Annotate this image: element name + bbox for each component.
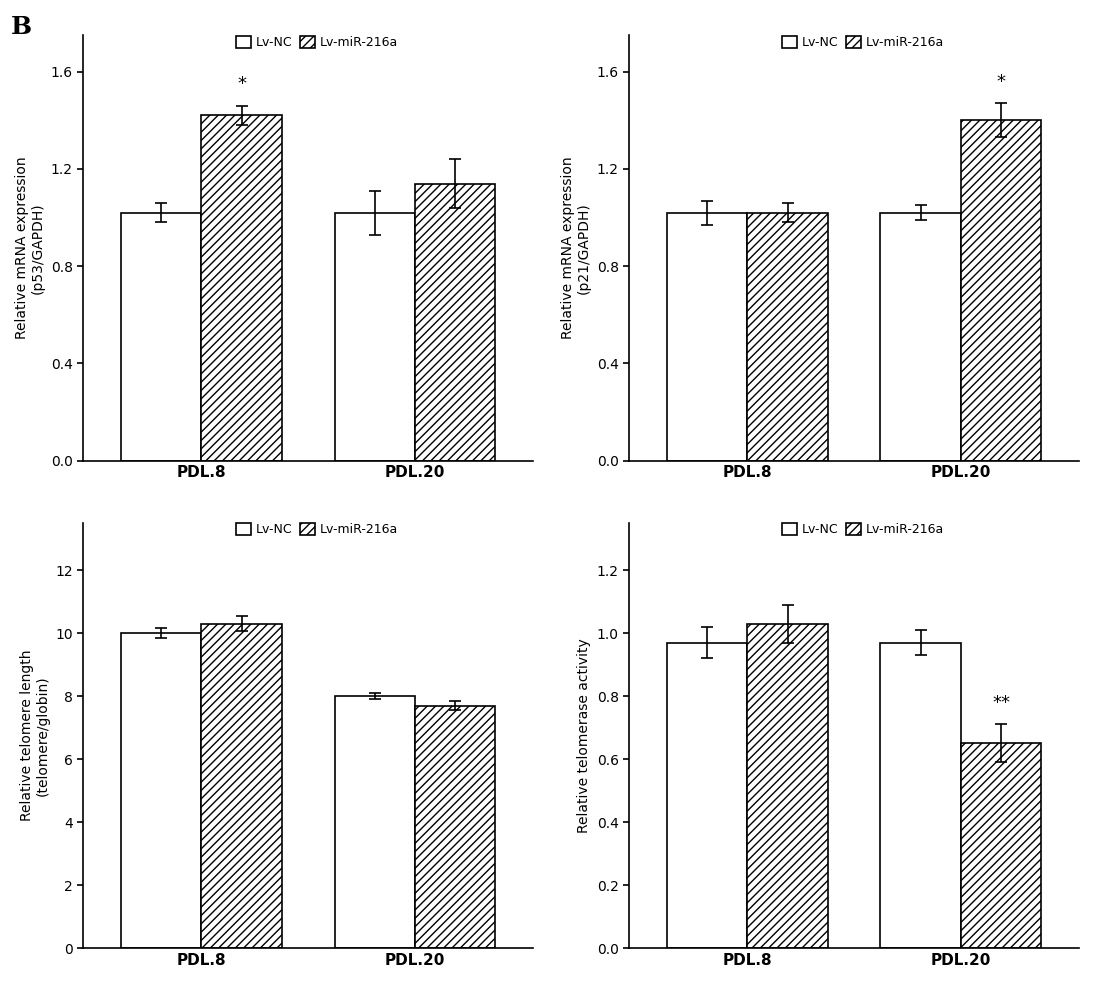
Bar xyxy=(667,212,747,461)
Bar xyxy=(335,212,415,461)
Y-axis label: Relative telomere length
(telomere/globin): Relative telomere length (telomere/globi… xyxy=(20,650,49,821)
Bar xyxy=(201,115,282,461)
Bar xyxy=(415,184,496,461)
Bar xyxy=(961,743,1041,949)
Bar xyxy=(201,623,282,949)
Legend: Lv-NC, Lv-miR-216a: Lv-NC, Lv-miR-216a xyxy=(233,33,400,51)
Bar xyxy=(881,643,961,949)
Bar xyxy=(961,120,1041,461)
Y-axis label: Relative mRNA expression
(p53/GAPDH): Relative mRNA expression (p53/GAPDH) xyxy=(15,156,45,339)
Legend: Lv-NC, Lv-miR-216a: Lv-NC, Lv-miR-216a xyxy=(779,33,946,51)
Bar xyxy=(415,706,496,949)
Text: **: ** xyxy=(992,694,1010,712)
Text: *: * xyxy=(997,73,1005,90)
Legend: Lv-NC, Lv-miR-216a: Lv-NC, Lv-miR-216a xyxy=(233,521,400,539)
Bar xyxy=(747,212,828,461)
Bar xyxy=(881,212,961,461)
Legend: Lv-NC, Lv-miR-216a: Lv-NC, Lv-miR-216a xyxy=(779,521,946,539)
Y-axis label: Relative mRNA expression
(p21/GAPDH): Relative mRNA expression (p21/GAPDH) xyxy=(561,156,591,339)
Bar xyxy=(121,633,201,949)
Text: B: B xyxy=(11,15,32,38)
Bar xyxy=(747,623,828,949)
Bar xyxy=(667,643,747,949)
Text: *: * xyxy=(237,75,246,93)
Y-axis label: Relative telomerase activity: Relative telomerase activity xyxy=(578,638,591,833)
Bar xyxy=(335,696,415,949)
Bar xyxy=(121,212,201,461)
